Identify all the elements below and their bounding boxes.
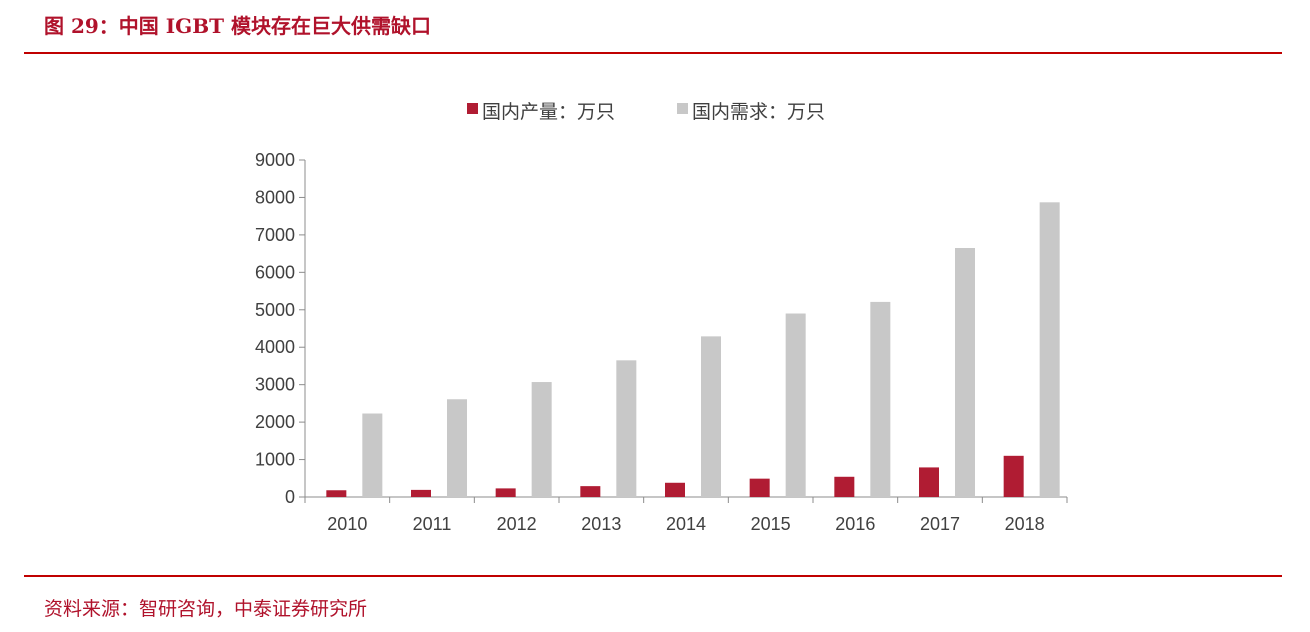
x-tick-label: 2013 [581, 514, 621, 534]
bar-production-2010 [326, 490, 347, 497]
x-axis: 2010 2011 2012 2013 2014 2015 2016 2017 2018 [304, 496, 1068, 534]
x-tick-label: 2017 [920, 514, 960, 534]
x-tick-label: 2014 [666, 514, 706, 534]
bar-production-2015 [749, 478, 770, 497]
legend-label-production: 国内产量：万只 [482, 101, 615, 123]
top-divider [24, 52, 1282, 54]
bar-demand-2015 [785, 313, 806, 497]
y-tick-label: 1000 [255, 450, 295, 470]
figure-title: 图 29：中国 IGBT 模块存在巨大供需缺口 [44, 14, 431, 38]
bar-demand-2016 [870, 301, 891, 497]
bar-production-2017 [919, 467, 939, 497]
legend-swatch-demand [677, 103, 688, 114]
x-tick-label: 2012 [497, 514, 537, 534]
x-tick-label: 2011 [413, 514, 452, 534]
bar-production-2018 [1003, 455, 1024, 497]
bar-production-2011 [411, 489, 431, 497]
x-tick-label: 2010 [327, 514, 367, 534]
y-tick-label: 8000 [255, 187, 295, 207]
y-tick-label: 3000 [255, 375, 295, 395]
bar-demand-2010 [362, 413, 383, 497]
y-tick-label: 5000 [255, 300, 295, 320]
x-tick-label: 2016 [835, 514, 875, 534]
bar-demand-2017 [955, 247, 975, 497]
chart-legend: 国内产量：万只 国内需求：万只 [467, 101, 825, 123]
bar-demand-2011 [447, 399, 467, 497]
legend-label-demand: 国内需求：万只 [692, 101, 825, 123]
bar-production-2013 [580, 486, 601, 497]
x-tick-label: 2015 [751, 514, 791, 534]
bar-production-2014 [665, 482, 685, 497]
bars [326, 202, 1060, 497]
bar-production-2016 [834, 476, 855, 497]
y-tick-label: 0 [285, 487, 295, 507]
x-tick-label: 2018 [1005, 514, 1045, 534]
y-tick-label: 6000 [255, 262, 295, 282]
source-note: 资料来源：智研咨询，中泰证券研究所 [44, 598, 368, 620]
y-axis: 0 1000 2000 3000 4000 5000 6000 7000 8000 9000 [255, 150, 306, 507]
bar-production-2012 [495, 488, 516, 497]
bar-demand-2013 [616, 360, 637, 497]
y-tick-label: 7000 [255, 225, 295, 245]
legend-swatch-production [467, 103, 478, 114]
y-tick-label: 2000 [255, 412, 295, 432]
bar-demand-2018 [1039, 202, 1060, 497]
bar-demand-2012 [531, 382, 552, 497]
y-tick-label: 4000 [255, 337, 295, 357]
y-tick-label: 9000 [255, 150, 295, 170]
bottom-divider [24, 575, 1282, 577]
bar-demand-2014 [701, 336, 721, 497]
